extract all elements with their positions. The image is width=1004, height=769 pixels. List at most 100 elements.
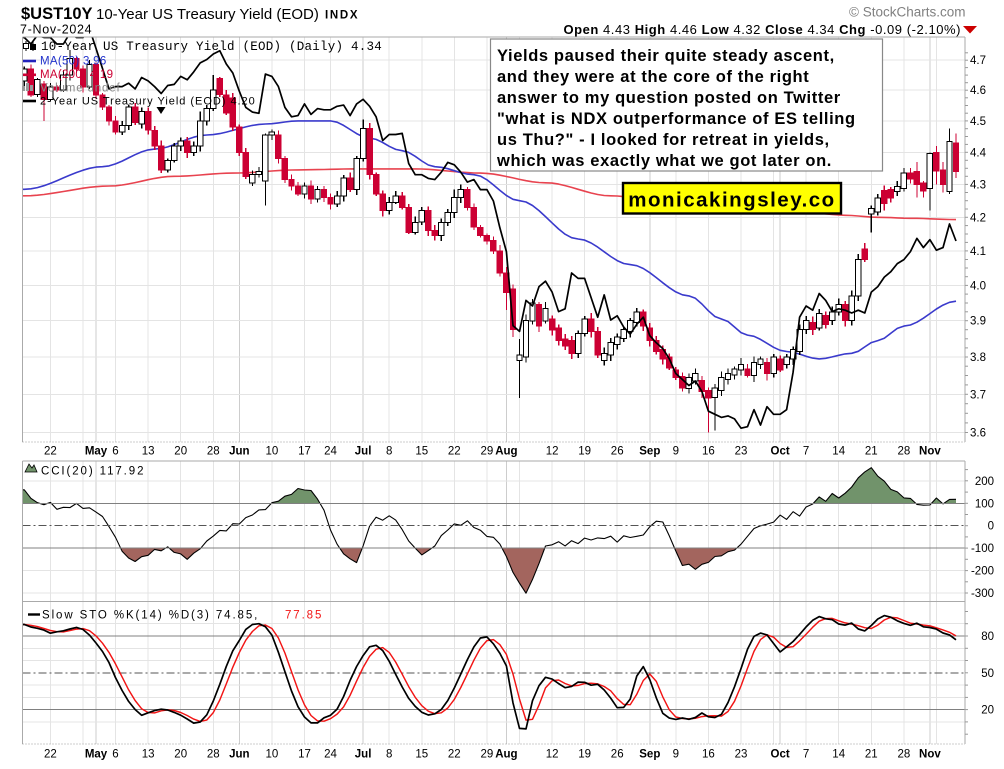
svg-text:7: 7 bbox=[803, 749, 809, 761]
svg-text:4.1: 4.1 bbox=[970, 246, 986, 258]
svg-text:-300: -300 bbox=[971, 588, 994, 600]
svg-text:9: 9 bbox=[673, 446, 679, 458]
svg-text:7: 7 bbox=[803, 446, 809, 458]
svg-text:-200: -200 bbox=[971, 566, 994, 578]
svg-text:monicakingsley.co: monicakingsley.co bbox=[628, 189, 835, 212]
svg-text:Jun: Jun bbox=[229, 749, 249, 761]
svg-text:4.6: 4.6 bbox=[970, 85, 986, 97]
svg-text:Aug: Aug bbox=[495, 446, 517, 458]
svg-text:17: 17 bbox=[298, 446, 311, 458]
svg-text:Volume undef: Volume undef bbox=[40, 82, 121, 94]
svg-text:20: 20 bbox=[174, 749, 187, 761]
svg-text:0: 0 bbox=[988, 521, 994, 533]
svg-text:12: 12 bbox=[546, 446, 559, 458]
svg-text:3.7: 3.7 bbox=[970, 389, 986, 401]
svg-text:20: 20 bbox=[981, 705, 994, 717]
svg-text:13: 13 bbox=[142, 749, 155, 761]
svg-text:24: 24 bbox=[324, 749, 337, 761]
svg-text:80: 80 bbox=[981, 631, 994, 643]
svg-text:$UST10Y: $UST10Y bbox=[21, 5, 93, 23]
svg-text:13: 13 bbox=[142, 446, 155, 458]
svg-text:14: 14 bbox=[832, 446, 845, 458]
svg-text:which was exactly what we got: which was exactly what we got later on. bbox=[496, 152, 832, 170]
svg-text:28: 28 bbox=[207, 446, 220, 458]
svg-text:22: 22 bbox=[44, 446, 57, 458]
svg-text:3.8: 3.8 bbox=[970, 352, 986, 364]
svg-text:Aug: Aug bbox=[495, 749, 517, 761]
svg-text:15: 15 bbox=[415, 749, 428, 761]
svg-text:7-Nov-2024: 7-Nov-2024 bbox=[20, 23, 92, 37]
svg-text:Sep: Sep bbox=[639, 446, 660, 458]
svg-text:Nov: Nov bbox=[919, 446, 941, 458]
svg-text:23: 23 bbox=[735, 749, 748, 761]
svg-text:22: 22 bbox=[448, 446, 461, 458]
svg-text:MA(200) 4.19: MA(200) 4.19 bbox=[40, 69, 113, 81]
svg-text:and they were at the core of t: and they were at the core of the right bbox=[497, 68, 809, 86]
svg-text:16: 16 bbox=[702, 749, 715, 761]
svg-text:22: 22 bbox=[44, 749, 57, 761]
svg-text:12: 12 bbox=[546, 749, 559, 761]
svg-text:Jul: Jul bbox=[355, 749, 372, 761]
svg-text:4.7: 4.7 bbox=[970, 55, 986, 67]
svg-text:29: 29 bbox=[481, 446, 494, 458]
svg-text:14: 14 bbox=[832, 749, 845, 761]
svg-text:15: 15 bbox=[415, 446, 428, 458]
svg-text:16: 16 bbox=[702, 446, 715, 458]
svg-text:3.9: 3.9 bbox=[970, 316, 986, 328]
svg-text:4.3: 4.3 bbox=[970, 179, 986, 191]
svg-text:24: 24 bbox=[324, 446, 337, 458]
svg-text:Jul: Jul bbox=[355, 446, 372, 458]
svg-text:Nov: Nov bbox=[919, 749, 941, 761]
svg-text:May: May bbox=[85, 446, 108, 458]
svg-text:Oct: Oct bbox=[771, 749, 790, 761]
svg-text:50: 50 bbox=[981, 668, 994, 680]
svg-text:Yields paused their quite stea: Yields paused their quite steady ascent, bbox=[497, 47, 835, 65]
svg-text:© StockCharts.com: © StockCharts.com bbox=[849, 5, 965, 20]
svg-text:28: 28 bbox=[898, 446, 911, 458]
svg-text:Oct: Oct bbox=[771, 446, 790, 458]
svg-text:Slow STO %K(14) %D(3) 74.85,: Slow STO %K(14) %D(3) 74.85, bbox=[42, 610, 259, 622]
svg-text:17: 17 bbox=[298, 749, 311, 761]
svg-text:10-Year US Treasury Yield (EOD: 10-Year US Treasury Yield (EOD) bbox=[96, 6, 319, 23]
svg-text:Jun: Jun bbox=[229, 446, 249, 458]
svg-text:10: 10 bbox=[266, 749, 279, 761]
svg-text:6: 6 bbox=[112, 446, 118, 458]
svg-text:Sep: Sep bbox=[639, 749, 660, 761]
svg-text:200: 200 bbox=[975, 476, 994, 488]
svg-text:MA(50) 3.96: MA(50) 3.96 bbox=[40, 55, 107, 67]
svg-text:26: 26 bbox=[611, 749, 624, 761]
svg-text:19: 19 bbox=[578, 749, 591, 761]
svg-text:6: 6 bbox=[112, 749, 118, 761]
svg-text:CCI(20) 117.92: CCI(20) 117.92 bbox=[41, 466, 145, 478]
svg-text:29: 29 bbox=[481, 749, 494, 761]
svg-text:9: 9 bbox=[673, 749, 679, 761]
svg-text:28: 28 bbox=[898, 749, 911, 761]
svg-text:8: 8 bbox=[386, 446, 392, 458]
svg-text:"what is NDX outperformance of: "what is NDX outperformance of ES tellin… bbox=[497, 110, 856, 128]
svg-text:May: May bbox=[85, 749, 108, 761]
svg-text:4.0: 4.0 bbox=[970, 280, 986, 292]
svg-text:4.4: 4.4 bbox=[970, 147, 987, 159]
svg-text:us Thu?" - I looked for retrea: us Thu?" - I looked for retreat in yield… bbox=[497, 131, 830, 149]
svg-text:4.2: 4.2 bbox=[970, 212, 986, 224]
svg-text:20: 20 bbox=[174, 446, 187, 458]
svg-text:INDX: INDX bbox=[325, 10, 359, 22]
svg-text:3.6: 3.6 bbox=[970, 428, 986, 440]
svg-text:answer to my question posted o: answer to my question posted on Twitter bbox=[497, 89, 841, 107]
svg-text:4.5: 4.5 bbox=[970, 116, 986, 128]
svg-text:2-Year US Treasury Yield (EOD): 2-Year US Treasury Yield (EOD) 4.20 bbox=[40, 96, 256, 108]
svg-text:19: 19 bbox=[578, 446, 591, 458]
svg-text:21: 21 bbox=[865, 446, 878, 458]
svg-text:26: 26 bbox=[611, 446, 624, 458]
svg-text:-100: -100 bbox=[971, 543, 994, 555]
svg-text:21: 21 bbox=[865, 749, 878, 761]
svg-text:23: 23 bbox=[735, 446, 748, 458]
svg-text:10-Year US Treasury Yield (EOD: 10-Year US Treasury Yield (EOD) (Daily) … bbox=[41, 40, 382, 54]
svg-text:10: 10 bbox=[266, 446, 279, 458]
svg-text:77.85: 77.85 bbox=[285, 610, 323, 622]
svg-text:Open 4.43 High 4.46 Low 4.32: Open 4.43 High 4.46 Low 4.32 Close 4.34 … bbox=[563, 22, 961, 37]
svg-text:22: 22 bbox=[448, 749, 461, 761]
svg-text:100: 100 bbox=[975, 498, 994, 510]
svg-text:28: 28 bbox=[207, 749, 220, 761]
svg-text:8: 8 bbox=[386, 749, 392, 761]
